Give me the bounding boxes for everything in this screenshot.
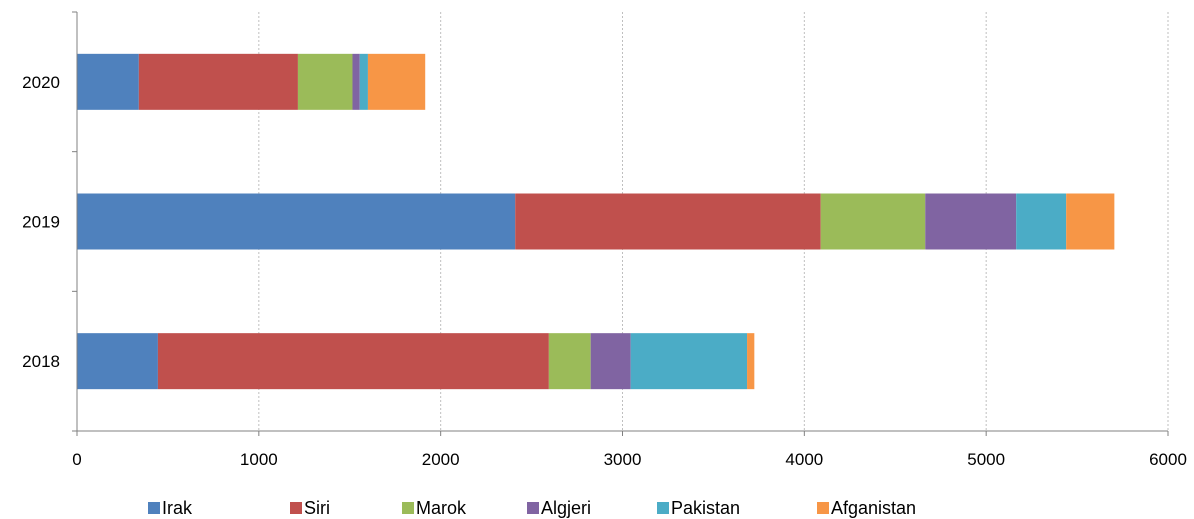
legend: Irak Siri Marok Algjeri Pakistan Afganistan — [148, 498, 916, 518]
x-tick-label: 1000 — [240, 450, 278, 469]
x-tick-label: 2000 — [422, 450, 460, 469]
x-tick-label: 6000 — [1149, 450, 1187, 469]
legend-label: Siri — [304, 498, 330, 518]
bar-pakistan-2018 — [630, 333, 748, 390]
bar-siri-2019 — [515, 193, 821, 250]
bar-pakistan-2019 — [1016, 193, 1067, 250]
legend-swatch — [402, 502, 414, 514]
legend-label: Marok — [416, 498, 467, 518]
legend-item-siri: Siri — [290, 498, 330, 518]
x-axis-ticks: 0 1000 2000 3000 4000 5000 6000 — [72, 431, 1187, 469]
bar-algjeri-2018 — [590, 333, 631, 390]
legend-swatch — [657, 502, 669, 514]
legend-item-marok: Marok — [402, 498, 467, 518]
bar-algjeri-2020 — [352, 53, 360, 110]
legend-label: Irak — [162, 498, 193, 518]
legend-label: Pakistan — [671, 498, 740, 518]
bar-siri-2018 — [157, 333, 549, 390]
bar-siri-2020 — [138, 53, 298, 110]
bar-irak-2019 — [77, 193, 516, 250]
bar-marok-2018 — [548, 333, 591, 390]
legend-item-algjeri: Algjeri — [527, 498, 591, 518]
legend-item-afganistan: Afganistan — [817, 498, 916, 518]
bar-algjeri-2019 — [925, 193, 1017, 250]
legend-label: Afganistan — [831, 498, 916, 518]
bar-afganistan-2019 — [1066, 193, 1115, 250]
bar-marok-2020 — [297, 53, 353, 110]
legend-swatch — [290, 502, 302, 514]
x-tick-label: 5000 — [967, 450, 1005, 469]
bar-pakistan-2020 — [359, 53, 368, 110]
bars — [77, 53, 1115, 390]
y-tick-label: 2019 — [22, 213, 60, 232]
legend-label: Algjeri — [541, 498, 591, 518]
legend-item-pakistan: Pakistan — [657, 498, 740, 518]
bar-irak-2020 — [77, 53, 139, 110]
legend-swatch — [148, 502, 160, 514]
legend-item-irak: Irak — [148, 498, 193, 518]
x-tick-label: 4000 — [785, 450, 823, 469]
legend-swatch — [527, 502, 539, 514]
x-tick-label: 0 — [72, 450, 81, 469]
bar-marok-2019 — [820, 193, 926, 250]
y-tick-label: 2020 — [22, 73, 60, 92]
bar-irak-2018 — [77, 333, 158, 390]
legend-swatch — [817, 502, 829, 514]
bar-afganistan-2020 — [367, 53, 426, 110]
x-tick-label: 3000 — [604, 450, 642, 469]
y-axis-ticks: 2018 2019 2020 — [22, 11, 77, 432]
bar-afganistan-2018 — [747, 333, 755, 390]
y-tick-label: 2018 — [22, 352, 60, 371]
